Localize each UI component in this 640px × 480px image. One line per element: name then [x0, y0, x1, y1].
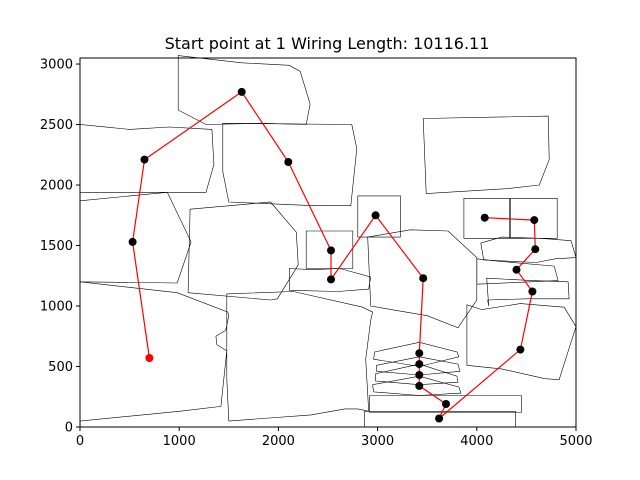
block-outline-3 [222, 122, 358, 206]
block-outline-8 [305, 230, 354, 269]
block-outline-12 [422, 115, 550, 194]
route-node-20 [530, 216, 539, 225]
y-tick-label-1000: 1000 [40, 300, 73, 315]
route-node-2 [128, 237, 137, 246]
y-tick-label-3000: 3000 [40, 58, 73, 73]
block-outline-16 [476, 258, 559, 285]
route-node-8 [371, 211, 380, 220]
block-outlines [79, 55, 577, 428]
y-tick-label-1500: 1500 [40, 239, 73, 254]
x-tick-label-1000: 1000 [163, 434, 196, 449]
route-node-4 [237, 87, 246, 96]
axes-frame [79, 57, 577, 428]
y-tick-label-500: 500 [48, 360, 73, 375]
block-outline-7 [226, 291, 373, 422]
block-outline-14 [510, 198, 558, 239]
block-outline-2 [177, 55, 311, 125]
route-node-13 [415, 381, 424, 390]
wiring-route [131, 91, 536, 419]
route-node-17 [528, 287, 537, 296]
block-outline-23 [369, 395, 522, 413]
route-node-7 [327, 275, 335, 284]
route-nodes [128, 87, 540, 423]
block-outline-18 [466, 303, 577, 381]
route-node-9 [419, 274, 428, 283]
route-node-15 [435, 414, 444, 423]
x-tick-label-4000: 4000 [460, 434, 493, 449]
route-node-16 [516, 345, 525, 354]
block-outline-17 [486, 277, 570, 307]
x-tick-label-5000: 5000 [559, 434, 592, 449]
y-tick-label-2000: 2000 [40, 179, 73, 194]
x-tick-label-0: 0 [76, 434, 84, 449]
route-node-19 [531, 245, 540, 254]
route-node-3 [140, 155, 149, 164]
axis-ticks: 0 1000 2000 3000 4000 5000 0 500 1000 1500 2000 250… [40, 58, 593, 449]
chart-title: Start point at 1 Wiring Length: 10116.11 [165, 34, 490, 53]
x-tick-label-3000: 3000 [361, 434, 394, 449]
block-outline-5 [187, 201, 299, 301]
block-outline-15 [480, 236, 577, 263]
block-outline-11 [367, 229, 478, 329]
route-line [131, 91, 536, 419]
route-node-18 [512, 265, 521, 274]
block-outline-4 [79, 191, 192, 284]
block-outline-6 [79, 281, 230, 422]
route-node-5 [284, 158, 293, 166]
x-tick-label-2000: 2000 [262, 434, 295, 449]
route-node-6 [327, 246, 335, 255]
route-node-11 [415, 360, 424, 369]
block-outline-9 [357, 195, 401, 238]
y-tick-label-2500: 2500 [40, 118, 73, 133]
route-node-12 [415, 371, 424, 379]
start-node [145, 354, 154, 362]
y-tick-label-0: 0 [65, 421, 73, 436]
route-node-14 [442, 400, 450, 408]
route-node-21 [480, 213, 489, 222]
block-outline-13 [463, 198, 510, 239]
route-node-10 [415, 349, 424, 358]
